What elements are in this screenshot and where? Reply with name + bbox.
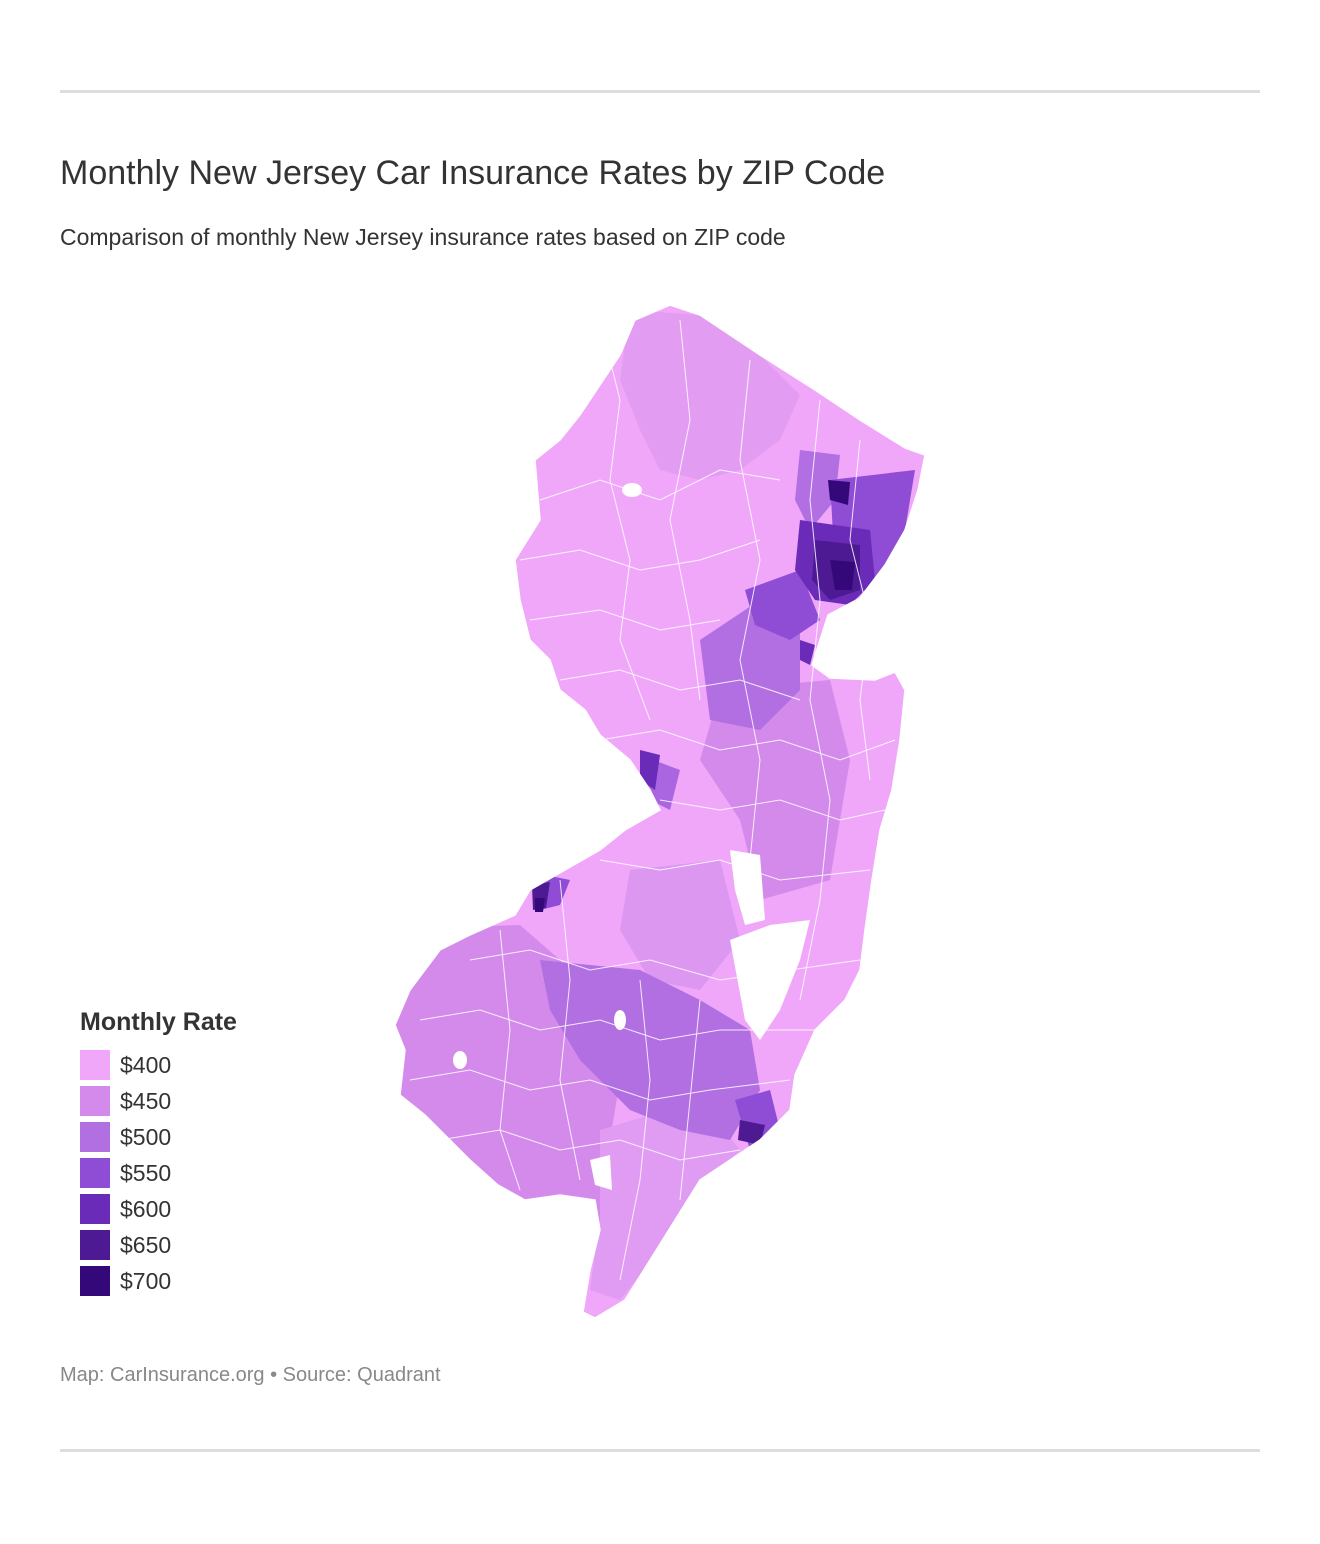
region-pinelands <box>540 960 760 1140</box>
region-south-cape <box>590 1100 740 1300</box>
legend-label: $700 <box>120 1267 172 1294</box>
legend-swatch <box>80 1158 110 1188</box>
zip-boundaries <box>409 319 896 1281</box>
legend-item-550: $550 <box>80 1155 237 1191</box>
page-title: Monthly New Jersey Car Insurance Rates b… <box>60 154 886 192</box>
legend-label: $400 <box>120 1051 172 1078</box>
region-passaic <box>795 450 840 530</box>
state-outline <box>394 304 926 1319</box>
region-camden-core <box>535 898 545 912</box>
map-regions <box>395 305 925 1318</box>
region-central-south <box>620 860 740 990</box>
region-perth-amboy <box>800 640 815 665</box>
legend-item-600: $600 <box>80 1191 237 1227</box>
page-subtitle: Comparison of monthly New Jersey insuran… <box>60 224 786 250</box>
legend-item-700: $700 <box>80 1263 237 1299</box>
legend-label: $650 <box>120 1231 172 1258</box>
bottom-divider <box>60 1449 1260 1452</box>
lake-hopatcong <box>622 483 642 497</box>
gap-south <box>590 1155 612 1190</box>
region-union <box>745 570 820 640</box>
lake-pinelands <box>614 1010 626 1030</box>
map-legend: Monthly Rate $400 $450 $500 $550 $600 $6… <box>80 1008 237 1299</box>
top-divider <box>60 90 1260 93</box>
legend-label: $550 <box>120 1159 172 1186</box>
legend-title: Monthly Rate <box>80 1008 237 1036</box>
region-trenton <box>640 750 660 790</box>
lake-southwest <box>453 1051 467 1069</box>
legend-swatch <box>80 1050 110 1080</box>
legend-item-400: $400 <box>80 1047 237 1083</box>
legend-swatch <box>80 1266 110 1296</box>
legend-swatch <box>80 1086 110 1116</box>
legend-item-500: $500 <box>80 1119 237 1155</box>
legend-label: $500 <box>120 1123 172 1150</box>
gap-pine-barrens <box>730 920 810 1040</box>
legend-label: $600 <box>120 1195 172 1222</box>
source-credit: Map: CarInsurance.org • Source: Quadrant <box>60 1364 441 1386</box>
legend-swatch <box>80 1122 110 1152</box>
legend-swatch <box>80 1230 110 1260</box>
gap-fort-dix <box>730 850 765 925</box>
legend-item-650: $650 <box>80 1227 237 1263</box>
region-newark-core <box>830 560 855 590</box>
region-central <box>700 680 850 900</box>
nj-zip-map <box>394 304 926 1319</box>
region-atlantic-city <box>738 1120 765 1145</box>
region-paterson <box>828 480 850 505</box>
legend-label: $450 <box>120 1087 172 1114</box>
legend-item-450: $450 <box>80 1083 237 1119</box>
legend-swatch <box>80 1194 110 1224</box>
